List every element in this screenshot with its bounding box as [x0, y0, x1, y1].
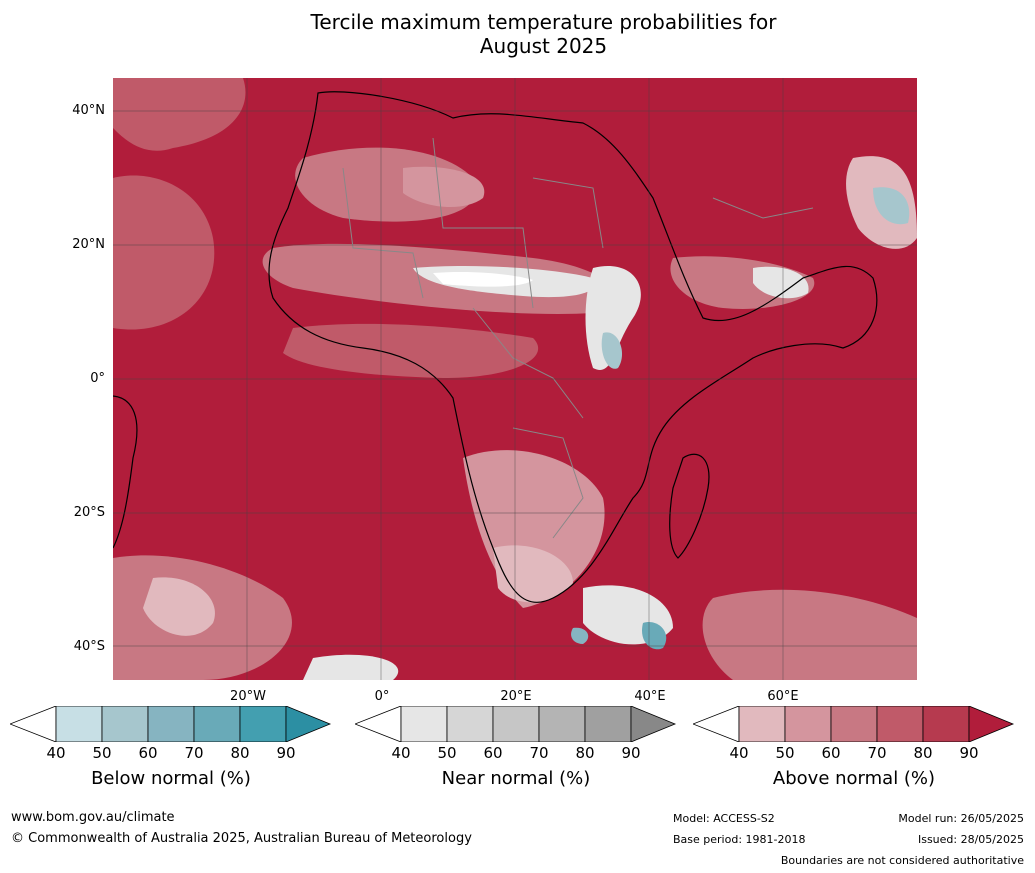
colorbar-near-label: Near normal (%): [441, 768, 591, 789]
tick: 70: [184, 744, 204, 762]
tick: 60: [138, 744, 158, 762]
colorbar-low-triangle: [693, 706, 740, 742]
tick: 90: [621, 744, 641, 762]
colorbar-cell: [876, 706, 924, 742]
lon-label-40e: 40°E: [634, 689, 666, 704]
graticule: [113, 78, 917, 680]
colorbar-cell: [239, 706, 287, 742]
colorbar-cell: [738, 706, 786, 742]
lat-label-40s: 40°S: [73, 639, 105, 654]
tick: 90: [959, 744, 979, 762]
colorbar-above-label: Above normal (%): [772, 768, 936, 789]
tick: 40: [729, 744, 749, 762]
footer-copyright: © Commonwealth of Australia 2025, Austra…: [11, 831, 472, 846]
colorbar-above-normal: [693, 706, 1015, 742]
colorbar-below-normal: [10, 706, 332, 742]
probability-patches: [113, 78, 917, 680]
footer-model-run: Model run: 26/05/2025: [898, 812, 1024, 825]
footer-disclaimer: Boundaries are not considered authoritat…: [780, 854, 1024, 867]
colorbar-low-triangle: [355, 706, 402, 742]
lon-label-20e: 20°E: [500, 689, 532, 704]
lon-label-0: 0°: [374, 689, 390, 704]
tick: 60: [483, 744, 503, 762]
footer-issued: Issued: 28/05/2025: [917, 833, 1024, 846]
lat-label-20n: 20°N: [72, 237, 105, 252]
colorbar-cell: [101, 706, 149, 742]
probability-map: [113, 78, 917, 680]
lon-label-20w: 20°W: [230, 689, 266, 704]
tick: 50: [437, 744, 457, 762]
tick: 70: [529, 744, 549, 762]
tick: 80: [913, 744, 933, 762]
map-title: Tercile maximum temperature probabilitie…: [0, 10, 1035, 58]
colorbar-high-triangle: [630, 706, 677, 742]
lat-label-equator: 0°: [90, 371, 105, 386]
tick: 70: [867, 744, 887, 762]
colorbar-cell: [400, 706, 448, 742]
footer-model: Model: ACCESS-S2: [673, 812, 775, 825]
tick: 40: [46, 744, 66, 762]
country-boundaries: [342, 137, 814, 539]
colorbar-near-normal: [355, 706, 677, 742]
colorbar-below-label: Below normal (%): [91, 768, 251, 789]
colorbar-cell: [922, 706, 970, 742]
lon-label-60e: 60°E: [767, 689, 799, 704]
title-line-2: August 2025: [479, 34, 608, 58]
colorbar-low-triangle: [10, 706, 57, 742]
colorbar-high-triangle: [968, 706, 1015, 742]
lat-label-40n: 40°N: [72, 103, 105, 118]
colorbar-cell: [784, 706, 832, 742]
footer-base-period: Base period: 1981-2018: [673, 833, 806, 846]
lat-label-20s: 20°S: [73, 505, 105, 520]
tick: 60: [821, 744, 841, 762]
colorbar-cell: [830, 706, 878, 742]
tick: 80: [575, 744, 595, 762]
tick: 40: [391, 744, 411, 762]
colorbar-cell: [446, 706, 494, 742]
tick: 80: [230, 744, 250, 762]
colorbar-cell: [193, 706, 241, 742]
tick: 50: [92, 744, 112, 762]
tick: 50: [775, 744, 795, 762]
title-line-1: Tercile maximum temperature probabilitie…: [310, 10, 777, 34]
footer-website: www.bom.gov.au/climate: [11, 810, 175, 825]
colorbar-cell: [584, 706, 632, 742]
colorbar-cell: [55, 706, 103, 742]
colorbar-cell: [492, 706, 540, 742]
colorbar-high-triangle: [285, 706, 332, 742]
coastlines: [113, 91, 878, 603]
tick: 90: [276, 744, 296, 762]
colorbar-cell: [538, 706, 586, 742]
colorbar-cell: [147, 706, 195, 742]
